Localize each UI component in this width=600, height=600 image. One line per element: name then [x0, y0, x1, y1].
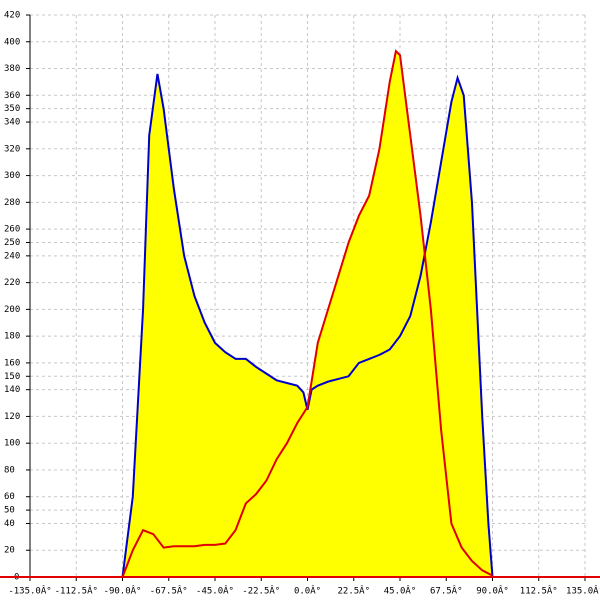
x-tick-label: -67.5Â°	[150, 585, 188, 597]
y-tick-label: 160	[4, 358, 20, 368]
y-tick-label: 420	[4, 11, 20, 21]
y-tick-label: 280	[4, 198, 20, 208]
y-tick-label: 400	[4, 37, 20, 47]
x-tick-label: 112.5Â°	[520, 585, 558, 597]
y-tick-label: 240	[4, 251, 20, 261]
y-tick-label: 100	[4, 439, 20, 449]
x-tick-label: 22.5Â°	[337, 585, 370, 597]
x-tick-label: 0.0Â°	[294, 585, 321, 597]
y-tick-label: 180	[4, 332, 20, 342]
x-tick-label: 135.0Â°	[566, 585, 600, 597]
y-tick-label: 60	[4, 492, 15, 502]
y-tick-label: 220	[4, 278, 20, 288]
y-tick-label: 120	[4, 412, 20, 422]
x-tick-label: -90.0Â°	[104, 585, 142, 597]
y-tick-label: 380	[4, 64, 20, 74]
x-tick-label: 90.0Â°	[476, 585, 509, 597]
y-tick-label: 260	[4, 225, 20, 235]
x-tick-label: -135.0Â°	[8, 585, 51, 597]
x-tick-label: -112.5Â°	[55, 585, 98, 597]
y-tick-label: 250	[4, 238, 20, 248]
area-fill	[122, 51, 493, 578]
y-tick-label: 200	[4, 305, 20, 315]
x-tick-label: 45.0Â°	[384, 585, 417, 597]
y-tick-label: 20	[4, 546, 15, 556]
y-tick-label: 40	[4, 519, 15, 529]
y-tick-label: 360	[4, 91, 20, 101]
x-tick-label: -45.0Â°	[196, 585, 234, 597]
y-tick-label: 140	[4, 385, 20, 395]
y-tick-label: 320	[4, 144, 20, 154]
x-tick-label: -22.5Â°	[242, 585, 280, 597]
series-line	[121, 49, 493, 578]
y-tick-label: 50	[4, 506, 15, 516]
x-tick-label: 67.5Â°	[430, 585, 463, 597]
y-tick-label: 150	[4, 372, 20, 382]
y-tick-label: 80	[4, 465, 15, 475]
y-tick-label: 300	[4, 171, 20, 181]
y-tick-label: 340	[4, 118, 20, 128]
y-tick-label: 350	[4, 104, 20, 114]
